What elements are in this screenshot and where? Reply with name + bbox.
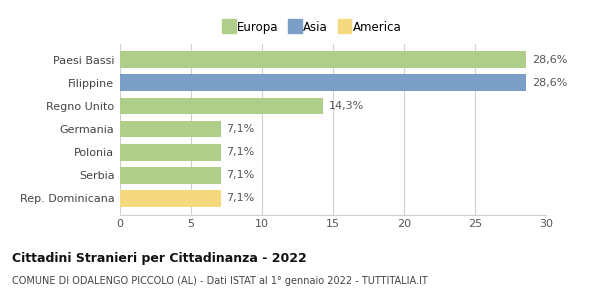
Text: 7,1%: 7,1% bbox=[227, 124, 255, 134]
Text: COMUNE DI ODALENGO PICCOLO (AL) - Dati ISTAT al 1° gennaio 2022 - TUTTITALIA.IT: COMUNE DI ODALENGO PICCOLO (AL) - Dati I… bbox=[12, 276, 428, 285]
Text: 28,6%: 28,6% bbox=[532, 55, 567, 65]
Bar bbox=[120, 167, 221, 184]
Bar bbox=[120, 144, 221, 161]
Text: 7,1%: 7,1% bbox=[227, 147, 255, 157]
Text: 7,1%: 7,1% bbox=[227, 193, 255, 204]
Text: 28,6%: 28,6% bbox=[532, 78, 567, 88]
Text: 7,1%: 7,1% bbox=[227, 170, 255, 180]
Legend: Europa, Asia, America: Europa, Asia, America bbox=[220, 19, 404, 36]
Text: Cittadini Stranieri per Cittadinanza - 2022: Cittadini Stranieri per Cittadinanza - 2… bbox=[12, 252, 307, 265]
Bar bbox=[120, 51, 526, 68]
Bar bbox=[120, 190, 221, 207]
Bar bbox=[120, 97, 323, 114]
Bar bbox=[120, 75, 526, 91]
Bar bbox=[120, 121, 221, 137]
Text: 14,3%: 14,3% bbox=[329, 101, 364, 111]
